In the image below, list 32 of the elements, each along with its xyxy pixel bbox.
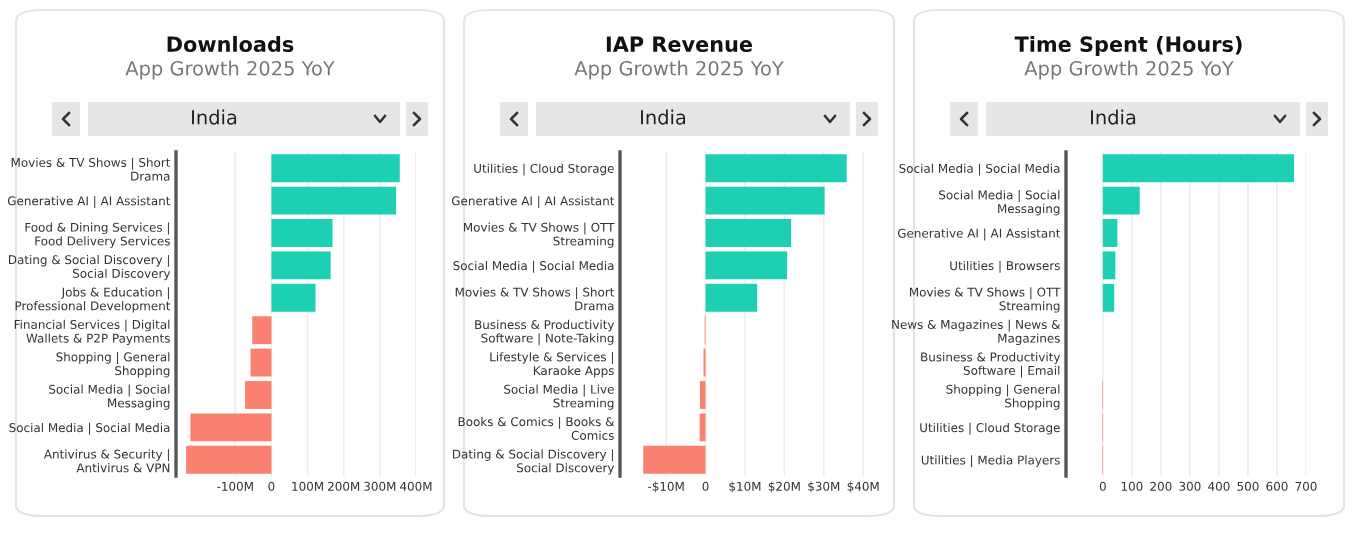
chart-subtitle: App Growth 2025 YoY — [1024, 60, 1234, 80]
bar — [699, 413, 706, 442]
bar — [190, 413, 272, 442]
text: India — [1091, 109, 1136, 125]
bar — [1102, 251, 1116, 280]
bar — [705, 186, 825, 215]
bar — [271, 186, 397, 215]
text: India — [192, 109, 237, 125]
chart-title: IAP Revenue — [606, 36, 753, 53]
text: India — [641, 109, 686, 125]
bar — [643, 445, 706, 474]
bar — [705, 219, 792, 247]
bar — [705, 283, 758, 312]
bar — [705, 154, 847, 183]
bar — [1102, 186, 1140, 215]
bar — [245, 381, 272, 409]
bar — [271, 283, 316, 312]
bar — [705, 251, 788, 280]
bar — [271, 251, 331, 280]
bar — [700, 381, 706, 409]
bar — [1102, 154, 1295, 183]
chart-subtitle: App Growth 2025 YoY — [125, 60, 335, 80]
bar — [271, 219, 333, 247]
chart-subtitle: App Growth 2025 YoY — [574, 60, 784, 80]
chart-title: Time Spent (Hours) — [1014, 35, 1242, 57]
bar — [250, 348, 272, 377]
bar — [1102, 283, 1115, 312]
bar — [1102, 219, 1118, 247]
chart-title: Downloads — [167, 35, 294, 53]
bar — [252, 316, 272, 345]
bar — [271, 154, 400, 183]
bar — [186, 445, 272, 474]
